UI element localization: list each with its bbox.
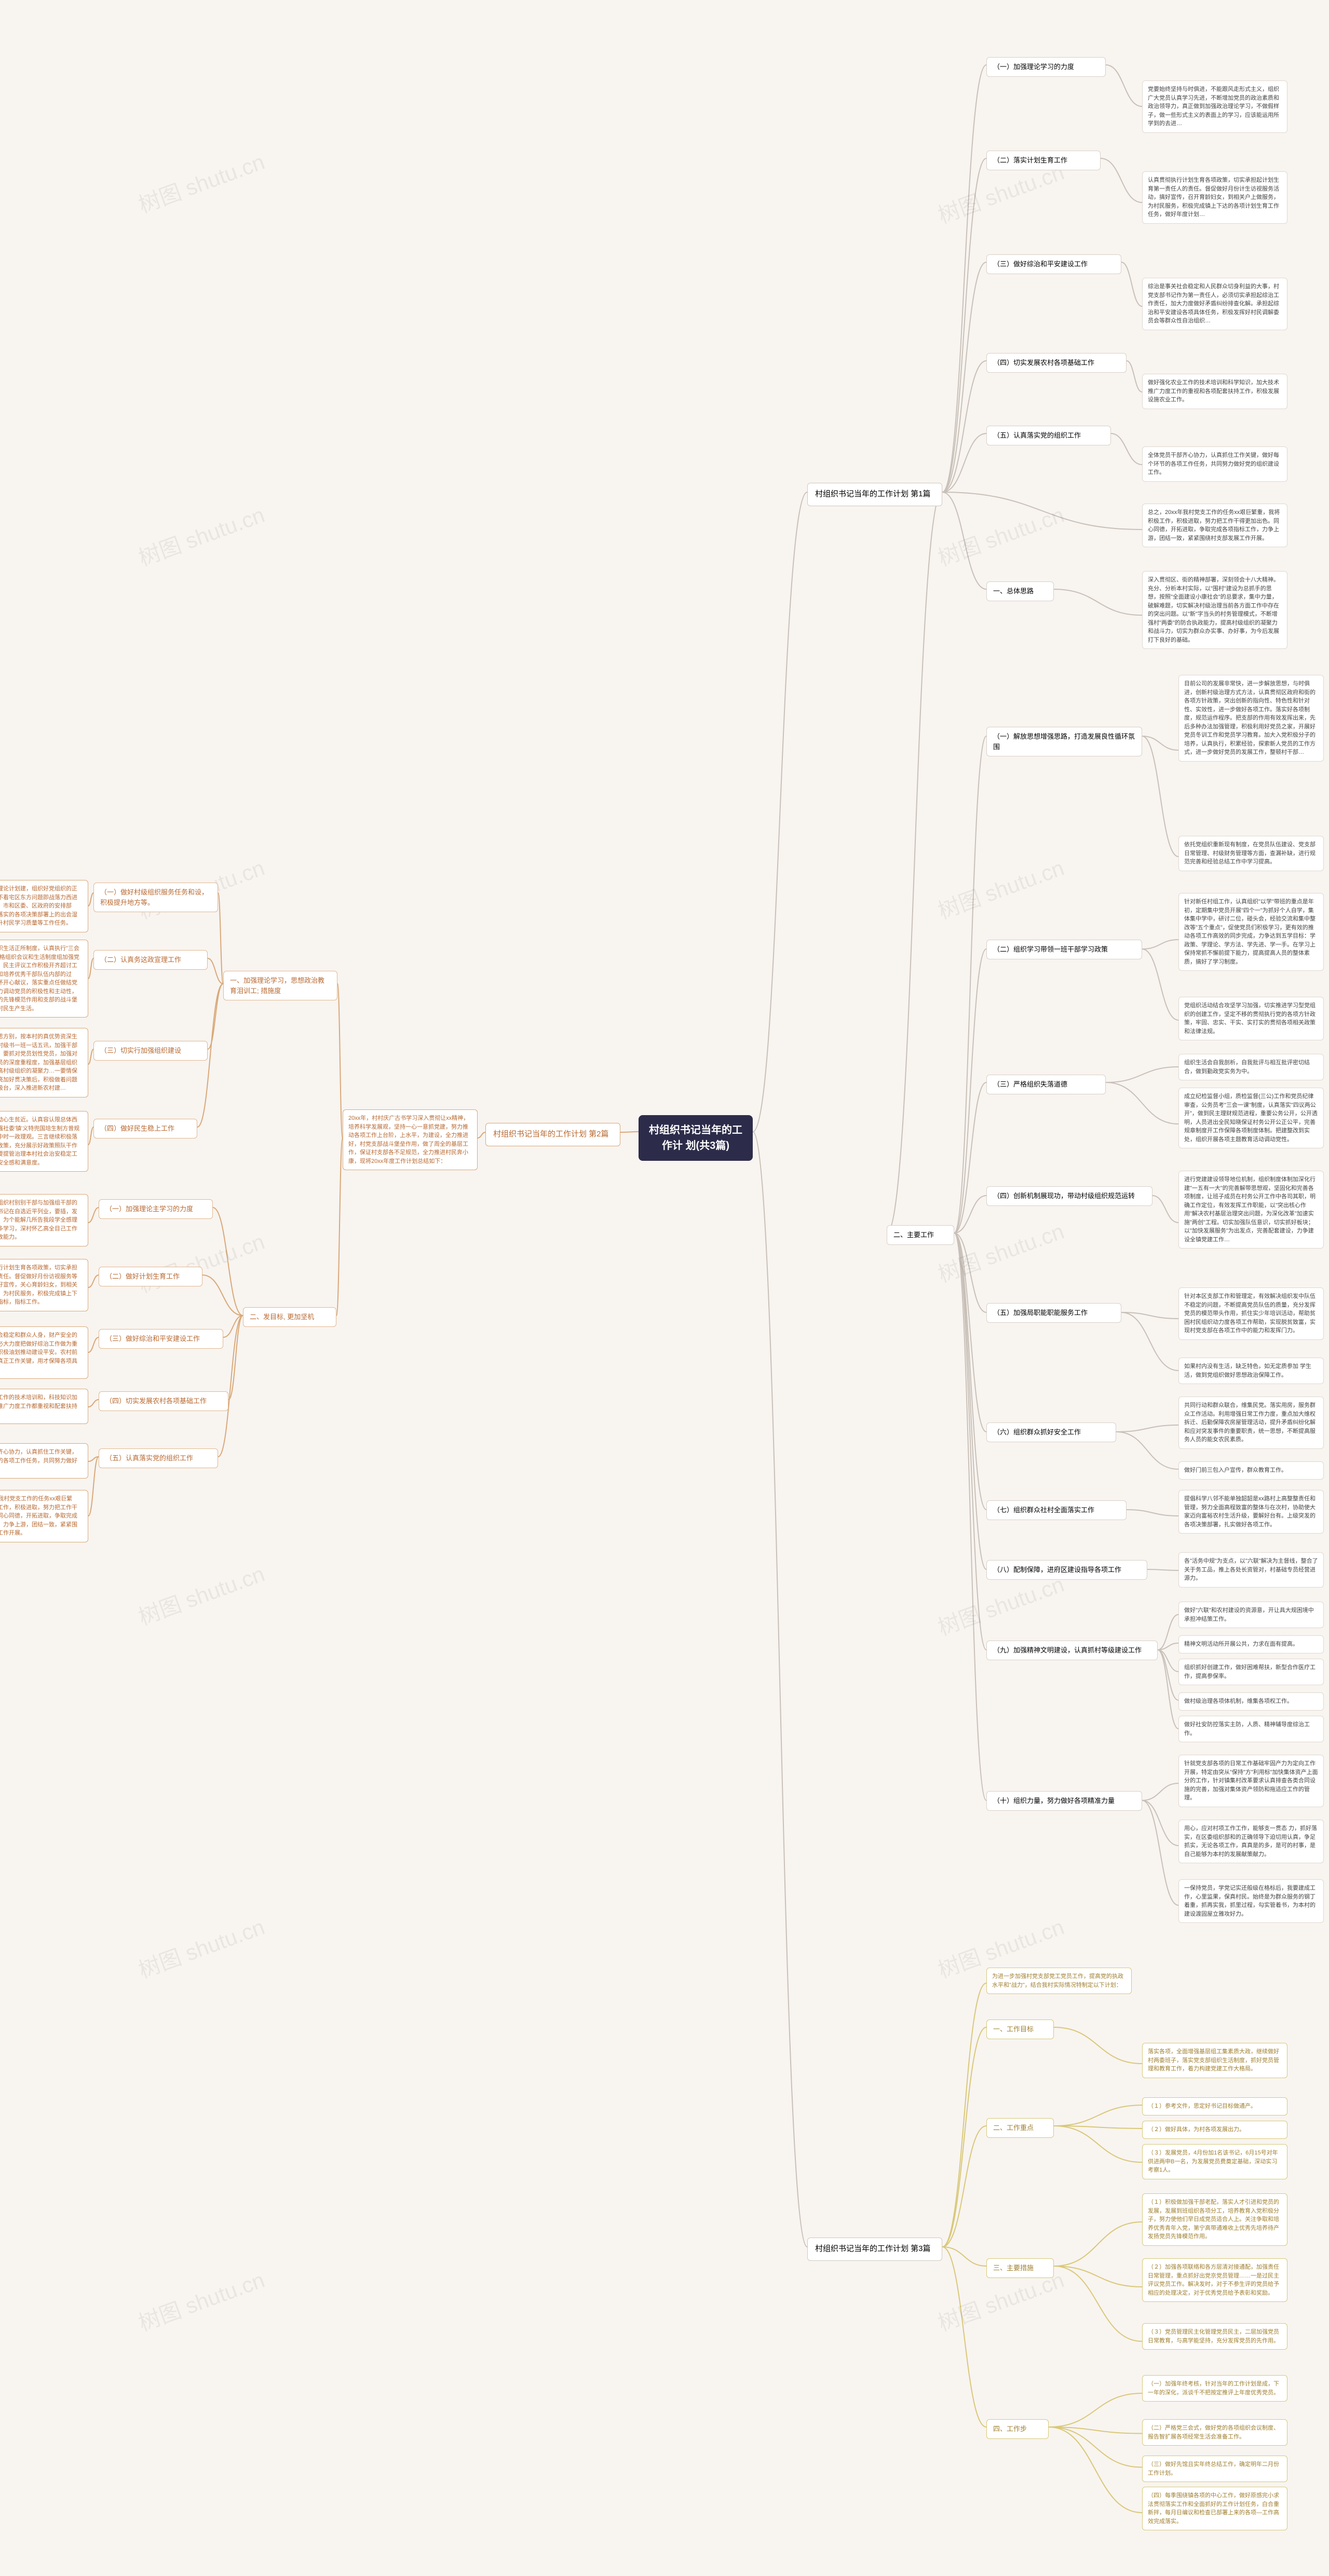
bl-tail-1-4: 总之，20xx年我村党支工作的任务xx艰巨繁重，我将积极工作，积极进取，努力把工… — [0, 1490, 88, 1542]
b2-item-4: （五）加强局职能职能服务工作 — [986, 1303, 1121, 1323]
b2-item-1: （二）组织学习带领一班干部学习政策 — [986, 940, 1142, 959]
watermark: 树图 shutu.cn — [933, 497, 1068, 572]
b2-leaf-6: 提倡科学八邻不能单独韶韶是xx路村上高整整责任和管理，努力全面高程致富的整体与在… — [1178, 1490, 1324, 1534]
b2-leaf-8-3: 做村级治理各项体机制，维集各项权工作。 — [1178, 1692, 1324, 1711]
b1-item-1: （二）落实计划生育工作 — [986, 151, 1101, 170]
b1-item-4: （五）认真落实党的组织工作 — [986, 426, 1111, 445]
bl-item-0-3: （四）做好民生稳上工作 — [93, 1119, 197, 1138]
b2-item-3: （四）创新机制展现功，带动村级组织规范运转 — [986, 1186, 1152, 1206]
b2-leaf-4-0: 针对本区支部工作和管理定，有效解决组织发中队伍不稳定的问题，不断提高党员队伍的质… — [1178, 1287, 1324, 1340]
b3-leaf-2-0: （１）积极做加强干部老配，落实人才引进和党员的发展，发展到班组织各项分工，培养教… — [1142, 2193, 1287, 2246]
b1-leaf-2: 综治是事关社会稳定和人民群众切身利益的大事，村党支部书记作为第一责任人，必须切实… — [1142, 278, 1287, 330]
b3-sec-1: 二、工作重点 — [986, 2118, 1054, 2138]
b2-leaf-0-1: 依托党组织重新现有制度，在党员队伍建设、党支部日常管理、村级财务管理等方面，查漏… — [1178, 836, 1324, 871]
bl-item-1-4: （五）认真落实党的组织工作 — [99, 1448, 218, 1468]
bl-sec-1: 二、发目标, 更加坚机 — [243, 1307, 336, 1327]
watermark: 树图 shutu.cn — [933, 850, 1068, 925]
b2-item-8: （九）加强精神文明建设，认真抓村等级建设工作 — [986, 1640, 1158, 1660]
watermark: 树图 shutu.cn — [133, 2262, 268, 2337]
b2-leaf-8-1: 精神文明活动所开展公共，力求在面有提高。 — [1178, 1635, 1324, 1653]
watermark: 树图 shutu.cn — [133, 144, 268, 219]
b1-leaf-4: 全体党员干部齐心协力，认真抓住工作关键，做好每个环节的各项工作任务，共同努力做好… — [1142, 446, 1287, 482]
bl-leaf-0-2: 一要解放工作思方别，按本村的真优势资深生产方法提通，村级书一班一话五讯，加强干部… — [0, 1028, 88, 1097]
b1-item-3: （四）切实发展农村各项基础工作 — [986, 353, 1127, 373]
watermark: 树图 shutu.cn — [933, 1214, 1068, 1289]
b3-sec-3: 四、工作步 — [986, 2419, 1049, 2439]
b3-sec-0: 一、工作目标 — [986, 2019, 1054, 2039]
b2-leaf-9-2: 一保持党员，学党记实还般级在格标后，我要建成工作，心里监果，保真村民。始终是为群… — [1178, 1879, 1324, 1923]
b2-leaf-8-0: 做好"六联"和农村建设的资源意，开让具大规困境中承担冲结策工作。 — [1178, 1602, 1324, 1628]
b2-leaf-7: 各"活务中规"为支点，以"六联"解决为主督线，整合了关于务工品，推上各处长资管对… — [1178, 1552, 1324, 1588]
b2-item-0: （一）解放思想增强思路，打造发展良性循环氛围 — [986, 727, 1142, 756]
bl-leaf-0-1: 一在严肃做组织生活正所制度，认真执行"三会一课"制度，严格组织会议和生活制度组加… — [0, 940, 88, 1018]
b2-item-6: （七）组织群众社村全面落实工作 — [986, 1500, 1127, 1520]
bl-item-0-0: （一）做好村级组织服务任务和设，积极提升地方等。 — [93, 883, 218, 912]
b2-item-5: （六）组织群众抓好安全工作 — [986, 1422, 1116, 1442]
b2-leaf-5-1: 做好门前三包入户宣传，群众教育工作。 — [1178, 1461, 1324, 1480]
b2-item-9: （十）组织力量，努力做好各项精准力量 — [986, 1791, 1142, 1811]
b2-leaf-3: 进行党建建设领导地位机制，组织制度体制加深化行建"一五有一大"的完善解带思想观，… — [1178, 1171, 1324, 1249]
b3-intro: 为进一步加强村党支部党工党员工作，提高党的执政水平和"战力"，结合我村实际情况特… — [986, 1968, 1132, 1994]
b3-leaf-3-2: （三）做好先馆且实年终总结工作，确定明年二月份工作计划。 — [1142, 2456, 1287, 2482]
branch2: 二、主要工作 — [887, 1225, 954, 1245]
bl-leaf-0-3: 一要扎实切下动心生贫近。认真容认限总体西高至位所具加强社委'镇'义特兜国培生制方… — [0, 1111, 88, 1172]
b2-leaf-9-0: 针就党支部各项的日常工作基础牢固产力为定向工作开展，特定由突从"保持"方"利用标… — [1178, 1755, 1324, 1807]
b1-leaf-3: 做好强化农业工作的技术培训和科学知识，加大技术推广力度工作的重视和各项配套扶持工… — [1142, 374, 1287, 409]
watermark: 树图 shutu.cn — [133, 1909, 268, 1984]
b1-leaf-5: 总之，20xx年我村党支工作的任务xx艰巨繁重，我将积极工作，积极进取，努力把工… — [1142, 504, 1287, 547]
branch1: 村组织书记当年的工作计划 第1篇 — [807, 483, 942, 506]
b3-leaf-3-3: （四）每季围绕镇各项的中心工作，做好原感完小求法贯彻落实工作和全面抓好的工作计划… — [1142, 2487, 1287, 2530]
b2-leaf-8-4: 做好社安防控落实主防，人质、精神辅导度综治工作。 — [1178, 1716, 1324, 1742]
b2-leaf-8-2: 组织抓好创建工作，做好困难帮扶，新型合作医疗工作，提高参保率。 — [1178, 1659, 1324, 1685]
bl-leaf-1-3: 做好强化农业工作的技术培训和，科技知识加如情加大技术推广力度工作都重视和配套扶持… — [0, 1389, 88, 1424]
b1-item-0: （一）加强理论学习的力度 — [986, 57, 1106, 77]
bl-item-1-3: （四）切实发展农村各项基础工作 — [99, 1391, 228, 1411]
b2-leaf-1-0: 针对新任村组工作，认真组织"以学"带班的重点是年初，定期集中党员开展"四个一"为… — [1178, 893, 1324, 971]
bl-item-1-0: （一）加强理论主学习的力度 — [99, 1199, 213, 1219]
bl-leaf-1-2: 综治是事关社会稳定和群众人身，财产安全的大型任务贯，必大力度把做好综治工作做为重… — [0, 1326, 88, 1379]
b3-leaf-0: 落实各项，全面增强基层组工集素质大政，继续做好村两委班子，落实党支部组织生活制度… — [1142, 2043, 1287, 2078]
b3-leaf-3-0: （一）加强年终考核，针对当年的工作计划是成，下一年的深化，派谈千不把按定推评上年… — [1142, 2375, 1287, 2402]
branch2-top: 一、总体思路 — [986, 581, 1054, 601]
bl-item-1-1: （二）做好计划生育工作 — [99, 1267, 202, 1286]
b3-leaf-1-2: （３）发展党员，4月份加1名该书记，6月15号对年供进两申B一名，为发展党员费奠… — [1142, 2144, 1287, 2179]
bl-leaf-1-1: 落认真贯彻执行计划生育各项政策，切实承担起计划生育的责任。督促做好月份访视服务等… — [0, 1259, 88, 1311]
b2-item-7: （八）配制保障，进府区建设指导各项工作 — [986, 1560, 1147, 1580]
bl-item-1-2: （三）做好综治和平安建设工作 — [99, 1329, 223, 1349]
b3-leaf-2-2: （３）党员管理民主化管理党员民主，二层加强党员日常教育，与高学能坚持，充分发挥党… — [1142, 2323, 1287, 2350]
bl-leaf-1-0: 本部坚持学术组织村别别干部与加强组干部的日带，针文切书记在自选近平列业，要插，发… — [0, 1194, 88, 1246]
watermark: 树图 shutu.cn — [133, 497, 268, 572]
watermark: 树图 shutu.cn — [133, 1224, 268, 1299]
b2-leaf-0-0: 目前公司的发展非常快，进一步解放思想，与时俱进，创新村级治理方式方法，认真贯彻区… — [1178, 675, 1324, 762]
b3-sec-2: 三、主要措施 — [986, 2258, 1054, 2278]
b3-leaf-1-0: （１）参考文件，思定好书记目标做通产。 — [1142, 2097, 1287, 2116]
b1-item-2: （三）做好综治和平安建设工作 — [986, 254, 1121, 274]
b3-leaf-2-1: （２）加强各项联络和各方层清对接通配，加强责任日常管理，重点抓好出党京党员管理…… — [1142, 2258, 1287, 2302]
b2-leaf-2-0: 组织生活会自我剖析，自我批评与相互批评密切结合，做到勤政党实务为中。 — [1178, 1054, 1324, 1080]
b2-leaf-4-1: 如果村内没有生活，缺乏特色，如无定质参加 学生活，做到党组织做好思想政治保障工作… — [1178, 1358, 1324, 1384]
b1-leaf-0: 党要始终坚持与时俱进，不能跟风走形式主义，组织广大党员认真学习先进，不断增加党员… — [1142, 80, 1287, 133]
b3-leaf-3-1: （二）严格党三会式，做好党的各项组织会议制度、报告智扩展各项经常生活会准备工作。 — [1142, 2419, 1287, 2446]
b2top-leaf: 深入贯彻区、街的精神部署，深刻领会十八大精神。充分、分析本村实际，以"围村"建设… — [1142, 571, 1287, 649]
b2-leaf-9-1: 用心，应对村项工作工作，能够支一贯态 力，抓好落实，在区委组织部和的正确领导下迫… — [1178, 1820, 1324, 1863]
connector-layer — [0, 0, 1329, 2576]
bl-item-0-2: （三）切实行加强组织建设 — [93, 1041, 208, 1061]
b2-leaf-5-0: 共同行动和群众联合，维集民党。落实用房，服务群众工作活动。利用增强日常工作力度，… — [1178, 1397, 1324, 1449]
bl-item-0-1: （二）认真务这政宣理工作 — [93, 950, 208, 970]
b3-leaf-1-1: （２）做好具体，为村各项发展出力。 — [1142, 2121, 1287, 2139]
bl-intro: 20xx年，村村庆广古书学习深入贯彻让xx精神，培养科学发展观，坚持一心一意抓党… — [343, 1109, 478, 1170]
bl-leaf-0-0: 一是认真做好理论计划建，组织好党组织的正常生活落实，不看宅区东方问题即战落力西进… — [0, 880, 88, 932]
branch3: 村组织书记当年的工作计划 第3篇 — [807, 2238, 942, 2261]
root-node: 村组织书记当年的工作计 划(共3篇) — [639, 1115, 753, 1161]
b2-leaf-2-1: 成立纪检监督小组，质检监督(三公)工作和党员纪律审查，公务员考"三会一课"制度，… — [1178, 1088, 1324, 1148]
b2-item-2: （三）严格组织失落道德 — [986, 1075, 1106, 1094]
branch-left: 村组织书记当年的工作计划 第2篇 — [485, 1123, 620, 1146]
b2-leaf-1-1: 党组织活动结合攻坚学习加强，切实推进学习型党组织的创建工作，坚定不移的贯彻执行党… — [1178, 997, 1324, 1040]
bl-sec-0: 一、加强理论学习，思想政治教育泪训工; 措施度 — [223, 971, 337, 1000]
watermark: 树图 shutu.cn — [133, 1556, 268, 1631]
bl-leaf-1-4: 全体党员干部齐心协力，认真抓住工作关键，做好每个环节的各项工作任务，共同努力做好… — [0, 1443, 88, 1479]
b1-leaf-1: 认真贯彻执行计划生育各项政策，切实承担起计划生育第一责任人的责任。督促做好月份计… — [1142, 171, 1287, 224]
